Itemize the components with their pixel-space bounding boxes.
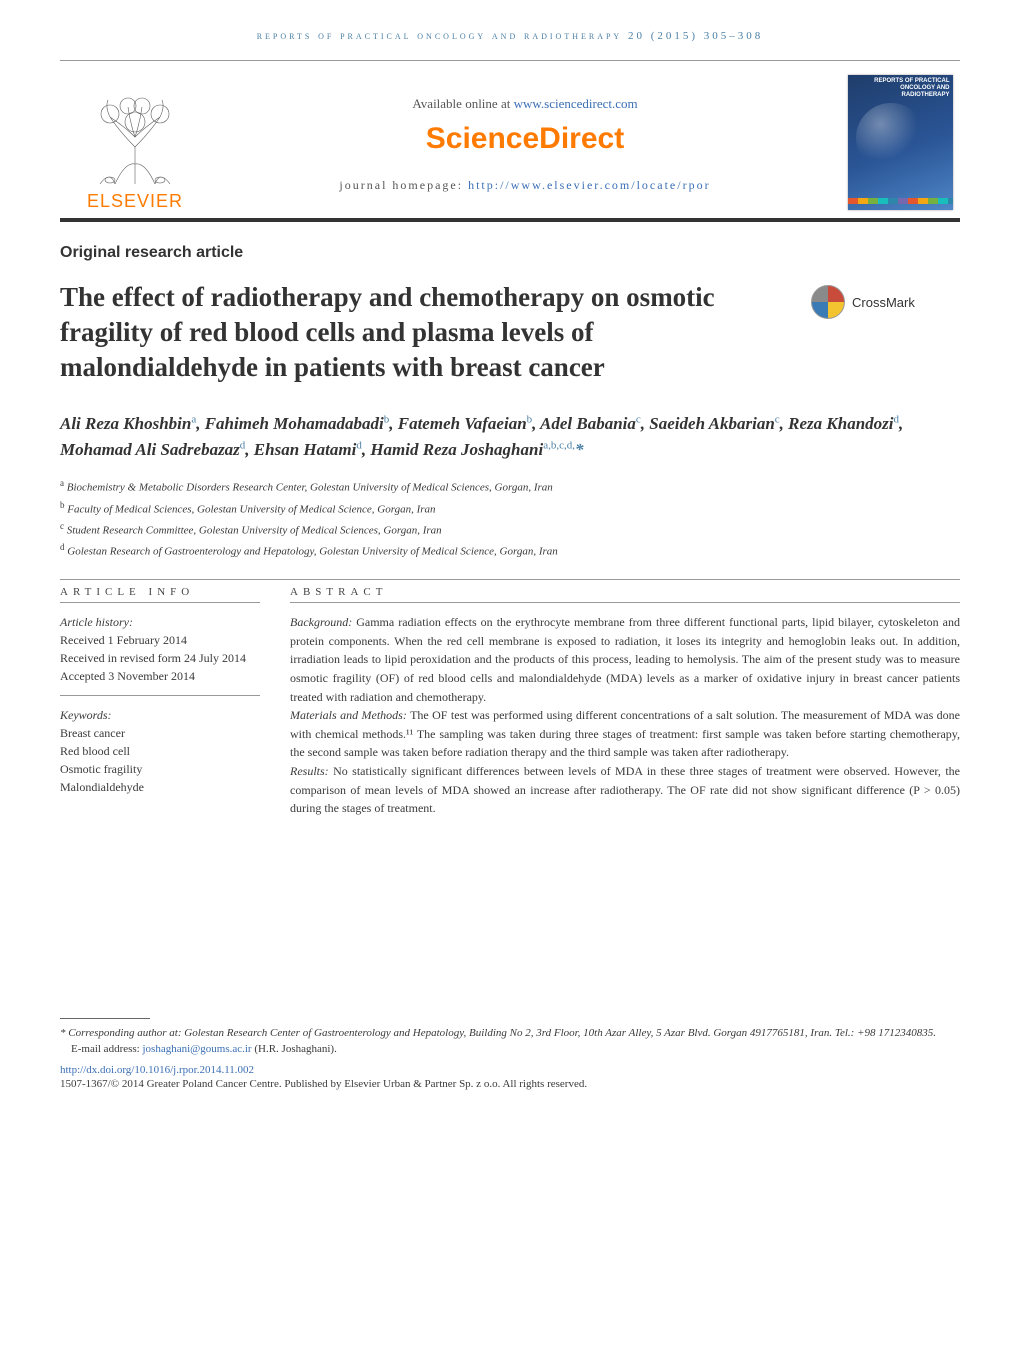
- corresponding-text: * Corresponding author at: Golestan Rese…: [60, 1027, 936, 1039]
- top-divider: [60, 60, 960, 61]
- section-divider: [60, 579, 960, 580]
- affiliation-a: a Biochemistry & Metabolic Disorders Res…: [60, 476, 960, 497]
- email-line: E-mail address: joshaghani@goums.ac.ir (…: [60, 1041, 960, 1058]
- footnote-rule: [60, 1018, 150, 1019]
- available-online: Available online at www.sciencedirect.co…: [220, 96, 830, 112]
- elsevier-logo-block: ELSEVIER: [60, 67, 210, 218]
- email-suffix: (H.R. Joshaghani).: [252, 1043, 337, 1055]
- keywords-label: Keywords:: [60, 708, 112, 722]
- crossmark-label: CrossMark: [852, 295, 915, 310]
- article-info-head: article info: [60, 586, 260, 603]
- crossmark-icon: [810, 284, 846, 320]
- abstract-col: abstract Background: Gamma radiation eff…: [290, 586, 960, 818]
- affiliation-b-text: Faculty of Medical Sciences, Golestan Un…: [67, 503, 435, 515]
- footnotes: * Corresponding author at: Golestan Rese…: [60, 1025, 960, 1058]
- email-label: E-mail address:: [71, 1043, 142, 1055]
- header-box: ELSEVIER Available online at www.science…: [60, 67, 960, 222]
- keywords-block: Keywords: Breast cancer Red blood cell O…: [60, 706, 260, 796]
- keyword-1: Red blood cell: [60, 744, 130, 758]
- header-center: Available online at www.sciencedirect.co…: [210, 67, 840, 218]
- results-text: No statistically significant differences…: [290, 764, 960, 815]
- article-history: Article history: Received 1 February 201…: [60, 613, 260, 696]
- sciencedirect-link[interactable]: www.sciencedirect.com: [514, 96, 638, 111]
- doi-line: http://dx.doi.org/10.1016/j.rpor.2014.11…: [60, 1064, 960, 1076]
- methods-label: Materials and Methods:: [290, 708, 407, 722]
- affiliation-d-text: Golestan Research of Gastroenterology an…: [67, 546, 558, 558]
- cover-line2: ONCOLOGY AND: [900, 85, 949, 91]
- affiliation-c: c Student Research Committee, Golestan U…: [60, 519, 960, 540]
- email-link[interactable]: joshaghani@goums.ac.ir: [142, 1043, 251, 1055]
- article-info-col: article info Article history: Received 1…: [60, 586, 260, 818]
- authors: Ali Reza Khoshbina, Fahimeh Mohamadabadi…: [60, 411, 960, 462]
- abstract-head: abstract: [290, 586, 960, 603]
- cover-line1: REPORTS OF PRACTICAL: [874, 78, 949, 84]
- keyword-0: Breast cancer: [60, 726, 125, 740]
- abstract-results: Results: No statistically significant di…: [290, 762, 960, 818]
- history-label: Article history:: [60, 615, 133, 629]
- abstract-body: Background: Gamma radiation effects on t…: [290, 613, 960, 818]
- cover-color-bar: [848, 198, 953, 204]
- accepted: Accepted 3 November 2014: [60, 669, 195, 683]
- revised: Received in revised form 24 July 2014: [60, 651, 246, 665]
- affiliation-b: b Faculty of Medical Sciences, Golestan …: [60, 498, 960, 519]
- article-title: The effect of radiotherapy and chemother…: [60, 280, 790, 385]
- available-prefix: Available online at: [412, 96, 513, 111]
- crossmark-badge[interactable]: CrossMark: [810, 284, 960, 320]
- background-label: Background:: [290, 615, 352, 629]
- affiliations: a Biochemistry & Metabolic Disorders Res…: [60, 476, 960, 561]
- title-row: The effect of radiotherapy and chemother…: [60, 280, 960, 411]
- affiliation-a-text: Biochemistry & Metabolic Disorders Resea…: [67, 482, 553, 494]
- doi-link[interactable]: http://dx.doi.org/10.1016/j.rpor.2014.11…: [60, 1064, 254, 1076]
- cover-title: REPORTS OF PRACTICAL ONCOLOGY AND RADIOT…: [874, 78, 949, 100]
- journal-cover-icon: REPORTS OF PRACTICAL ONCOLOGY AND RADIOT…: [848, 75, 953, 210]
- affiliation-d: d Golestan Research of Gastroenterology …: [60, 540, 960, 561]
- keyword-3: Malondialdehyde: [60, 780, 144, 794]
- abstract-background: Background: Gamma radiation effects on t…: [290, 613, 960, 706]
- journal-homepage: journal homepage: http://www.elsevier.co…: [220, 178, 830, 193]
- running-head: reports of practical oncology and radiot…: [60, 30, 960, 42]
- corresponding-author: * Corresponding author at: Golestan Rese…: [60, 1025, 960, 1042]
- info-abstract-row: article info Article history: Received 1…: [60, 586, 960, 818]
- homepage-prefix: journal homepage:: [339, 178, 468, 192]
- elsevier-tree-icon: [80, 92, 190, 187]
- cover-line3: RADIOTHERAPY: [901, 92, 949, 98]
- abstract-methods: Materials and Methods: The OF test was p…: [290, 706, 960, 762]
- keyword-2: Osmotic fragility: [60, 762, 142, 776]
- results-label: Results:: [290, 764, 329, 778]
- homepage-link[interactable]: http://www.elsevier.com/locate/rpor: [468, 178, 711, 192]
- copyright: 1507-1367/© 2014 Greater Poland Cancer C…: [60, 1078, 960, 1090]
- sciencedirect-logo: ScienceDirect: [220, 122, 830, 156]
- article-type: Original research article: [60, 244, 960, 262]
- affiliation-c-text: Student Research Committee, Golestan Uni…: [67, 524, 442, 536]
- journal-cover-block: REPORTS OF PRACTICAL ONCOLOGY AND RADIOT…: [840, 67, 960, 218]
- background-text: Gamma radiation effects on the erythrocy…: [290, 615, 960, 703]
- elsevier-wordmark: ELSEVIER: [87, 191, 183, 212]
- received: Received 1 February 2014: [60, 633, 187, 647]
